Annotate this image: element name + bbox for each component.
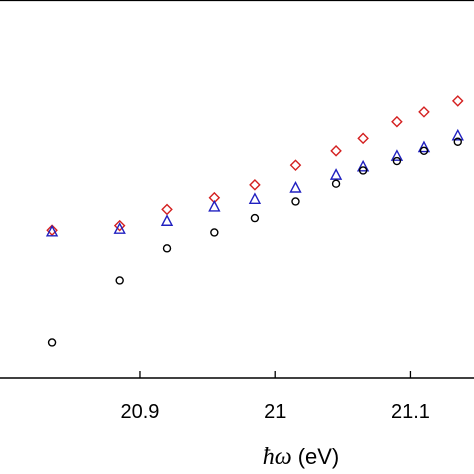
diamond-marker: [451, 95, 464, 107]
triangle-marker: [208, 199, 221, 212]
circle-marker: [358, 166, 368, 175]
circle-marker: [392, 156, 402, 166]
diamond-marker: [161, 203, 173, 216]
circle-marker: [210, 228, 219, 237]
triangle-marker: [390, 149, 404, 161]
triangle-marker: [289, 180, 302, 193]
diamond-marker: [418, 106, 430, 118]
x-tick-label: 21.1: [391, 401, 430, 423]
diamond-marker: [46, 224, 58, 236]
circle-marker: [47, 338, 57, 347]
triangle-marker: [113, 222, 126, 234]
diamond-marker: [330, 145, 342, 157]
circle-marker: [453, 137, 462, 146]
x-axis-label: ħω (eV): [263, 444, 340, 470]
triangle-marker: [160, 214, 174, 226]
triangle-marker: [329, 168, 343, 180]
x-tick-labels: 20.9 21 21.1: [120, 401, 429, 423]
data-points: [45, 95, 464, 347]
diamond-marker: [113, 219, 126, 232]
x-axis-label-symbol: ħω: [263, 444, 292, 470]
circle-marker: [115, 276, 124, 285]
triangle-marker: [45, 224, 59, 237]
triangle-marker: [356, 159, 370, 172]
x-axis-label-unit: (eV): [298, 444, 340, 469]
diamond-marker: [357, 132, 369, 145]
circle-marker: [291, 197, 300, 206]
triangle-marker: [451, 128, 464, 141]
circle-marker: [419, 146, 429, 156]
circle-marker: [250, 213, 260, 223]
diamond-marker: [289, 159, 302, 171]
triangle-marker: [417, 140, 431, 153]
diamond-marker: [249, 179, 261, 191]
x-tick-label: 21: [264, 401, 286, 423]
diamond-marker: [391, 115, 403, 128]
x-tick-label: 20.9: [120, 401, 159, 423]
x-ticks: [139, 371, 412, 378]
circle-marker: [331, 179, 341, 188]
axes-frame: [0, 0, 474, 379]
circle-marker: [162, 244, 172, 253]
triangle-marker: [248, 192, 262, 205]
